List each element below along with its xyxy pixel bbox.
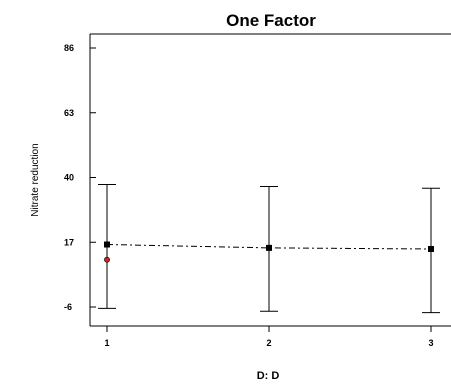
y-tick-label: 17 [64,237,74,247]
markers-group [104,241,434,263]
chart-title: One Factor [226,11,316,30]
x-axis-ticks: 1 2 3 [104,326,434,348]
observation-point [104,256,110,263]
y-tick-label: 86 [64,43,74,53]
mean-point-marker [428,246,434,253]
y-axis-ticks: -6 17 40 63 86 [64,43,96,312]
x-tick-label: 1 [104,338,109,348]
x-axis-label: D: D [257,370,280,382]
trend-line [106,244,432,250]
y-tick-label: 40 [64,173,74,183]
y-axis-label: Nitrate reduction [30,143,41,216]
y-tick-label: -6 [64,302,72,312]
mean-point-marker [104,241,110,248]
trend-line-group [106,244,432,250]
y-tick-label: 63 [64,108,74,118]
mean-point-marker [266,244,272,251]
x-tick-label: 2 [266,338,271,348]
x-tick-label: 3 [428,338,433,348]
